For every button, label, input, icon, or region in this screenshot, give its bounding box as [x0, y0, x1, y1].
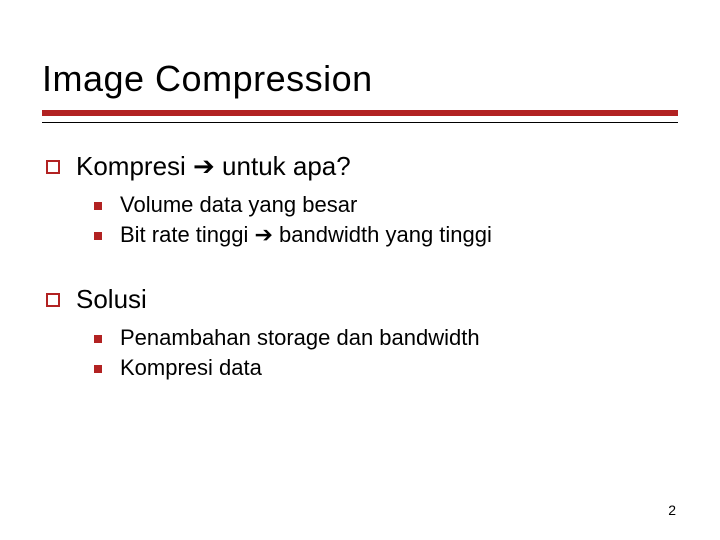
- list-item-text: Bit rate tinggi ➔ bandwidth yang tinggi: [120, 222, 492, 248]
- page-number: 2: [668, 502, 676, 518]
- filled-square-bullet-icon: [94, 232, 102, 240]
- section-heading-text: Kompresi ➔ untuk apa?: [76, 151, 351, 182]
- filled-square-bullet-icon: [94, 335, 102, 343]
- slide-content: Kompresi ➔ untuk apa? Volume data yang b…: [42, 151, 678, 381]
- list-item: Kompresi data: [94, 355, 678, 381]
- title-underline-thick: [42, 110, 678, 116]
- hollow-square-bullet-icon: [46, 293, 60, 307]
- title-underline-thin: [42, 122, 678, 123]
- list-item: Volume data yang besar: [94, 192, 678, 218]
- section-heading: Kompresi ➔ untuk apa?: [46, 151, 678, 182]
- list-item-text: Volume data yang besar: [120, 192, 357, 218]
- list-item-text: Penambahan storage dan bandwidth: [120, 325, 480, 351]
- filled-square-bullet-icon: [94, 202, 102, 210]
- list-item: Penambahan storage dan bandwidth: [94, 325, 678, 351]
- section-heading: Solusi: [46, 284, 678, 315]
- list-item: Bit rate tinggi ➔ bandwidth yang tinggi: [94, 222, 678, 248]
- hollow-square-bullet-icon: [46, 160, 60, 174]
- section-heading-text: Solusi: [76, 284, 147, 315]
- section-spacer: [46, 252, 678, 276]
- filled-square-bullet-icon: [94, 365, 102, 373]
- list-item-text: Kompresi data: [120, 355, 262, 381]
- slide-container: Image Compression Kompresi ➔ untuk apa? …: [0, 0, 720, 540]
- slide-title: Image Compression: [42, 58, 678, 100]
